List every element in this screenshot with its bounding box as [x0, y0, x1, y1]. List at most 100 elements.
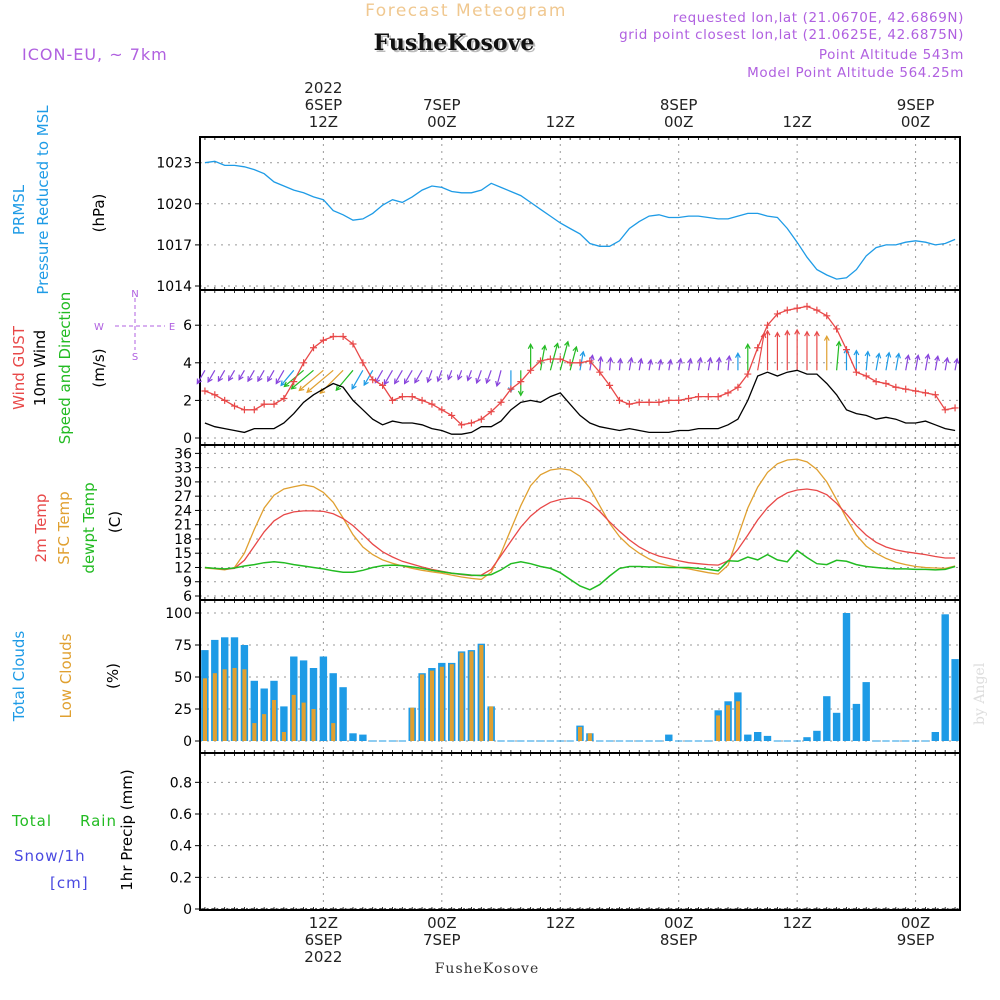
wind-arrow-head [706, 356, 713, 363]
time-label-bottom: 9SEP [897, 931, 935, 949]
y-tick-label: 33 [174, 461, 192, 477]
panels: 1014101710201023024669121518212427303336… [156, 136, 961, 918]
header: Forecast Meteogram FusheKosove FusheKoso… [22, 1, 988, 977]
bar-low-clouds [459, 652, 464, 741]
time-label-bottom: 8SEP [660, 931, 698, 949]
wind-arrow [486, 370, 492, 384]
wind-arrow [914, 355, 919, 371]
panel-pressure: 1014 1017 1020 1023 [156, 136, 961, 295]
wind-arrow [628, 357, 633, 371]
bar-total-clouds [319, 656, 328, 741]
bar-low-clouds [291, 694, 296, 741]
wind-arrow-head [953, 357, 960, 364]
gust-marker [586, 357, 594, 365]
wind-arrow [275, 370, 285, 384]
wind-arrow-head [607, 356, 614, 363]
gust-marker [517, 378, 525, 386]
bar-total-clouds [832, 712, 841, 741]
y-tick-label: 75 [174, 638, 192, 654]
gust-marker [912, 387, 920, 395]
wind-arrow-head [744, 343, 751, 349]
wind-arrow-head [774, 331, 781, 338]
wind-arrow-head [794, 328, 801, 335]
gust-marker [477, 415, 485, 423]
gust-marker [388, 396, 396, 404]
wind-arrow [678, 358, 682, 371]
y-tick-label: 18 [174, 532, 192, 548]
gust-marker [448, 411, 456, 419]
gust-marker [694, 393, 702, 401]
wind-arrow [549, 343, 559, 371]
wind-arrow-head [517, 390, 524, 397]
bar-total-clouds [823, 696, 831, 741]
label-rain: Rain [80, 812, 117, 830]
bar-total-clouds [329, 673, 337, 741]
location-title: FusheKosove [376, 32, 537, 58]
y-tick-label: 25 [174, 702, 192, 718]
wind-arrow [427, 370, 433, 383]
gust-marker [803, 302, 811, 310]
wind-arrow [895, 353, 900, 371]
wind-arrow [687, 358, 692, 371]
bar-total-clouds [349, 733, 357, 741]
y-tick-label: 0 [183, 431, 192, 447]
wind-arrow [306, 369, 334, 393]
wind-arrow-head [290, 383, 297, 390]
wind-arrow [196, 370, 206, 384]
time-label-top: 8SEP [660, 96, 698, 114]
y-tick-label: 12 [174, 560, 192, 576]
bar-low-clouds [212, 673, 217, 741]
gust-marker [260, 400, 268, 408]
panel-frame [199, 752, 961, 911]
gust-marker [211, 391, 219, 399]
wind-arrow [404, 370, 413, 384]
wind-arrow-head [726, 354, 732, 361]
gust-marker [823, 312, 831, 320]
time-label-top: 12Z [782, 113, 811, 131]
wind-arrow-head [904, 354, 911, 361]
label-cm: [cm] [50, 874, 89, 892]
y-tick-label: 24 [174, 503, 192, 519]
panel-frame [199, 136, 961, 291]
gust-marker [606, 381, 614, 389]
gust-marker [576, 359, 584, 367]
label-sfc-temp: SFC Temp [55, 491, 73, 564]
wind-arrow [257, 370, 265, 382]
wind-arrow-head [579, 350, 586, 357]
closest-coords: grid point closest lon,lat (21.0625E, 42… [619, 27, 964, 43]
wind-arrow [383, 370, 393, 385]
wind-arrow [757, 333, 765, 371]
gust-marker [359, 359, 367, 367]
label-hpa: (hPa) [90, 194, 108, 233]
gust-marker [300, 359, 308, 367]
gust-marker [921, 389, 929, 397]
gust-marker [783, 306, 791, 314]
wind-arrow-head [943, 356, 950, 363]
gust-marker [487, 408, 495, 416]
panel-clouds: 0 25 50 75 100 [165, 599, 961, 754]
bar-low-clouds [587, 733, 592, 741]
model-name: ICON-EU, ~ 7km [22, 45, 168, 64]
gust-marker [467, 419, 475, 427]
wind-arrow-head [864, 350, 871, 357]
bar-low-clouds [429, 670, 434, 741]
wind-arrow-head [383, 379, 390, 386]
wind-arrow [717, 357, 720, 371]
gust-marker [250, 406, 258, 414]
gust-marker [418, 396, 426, 404]
wind-arrow [944, 357, 948, 371]
bar-total-clouds [803, 737, 811, 741]
gust-marker [546, 355, 554, 363]
wind-arrow-head [217, 376, 224, 383]
wind-arrow [668, 359, 672, 371]
wind-arrow [579, 351, 584, 371]
wind-arrow [875, 353, 880, 371]
wind-arrow-head [363, 379, 369, 387]
wind-arrow-head [196, 378, 202, 385]
wind-arrow-head [784, 329, 791, 336]
compass-w: W [94, 322, 104, 333]
wind-arrow [727, 356, 730, 371]
time-label-top: 12Z [309, 113, 338, 131]
wind-series [196, 302, 960, 435]
